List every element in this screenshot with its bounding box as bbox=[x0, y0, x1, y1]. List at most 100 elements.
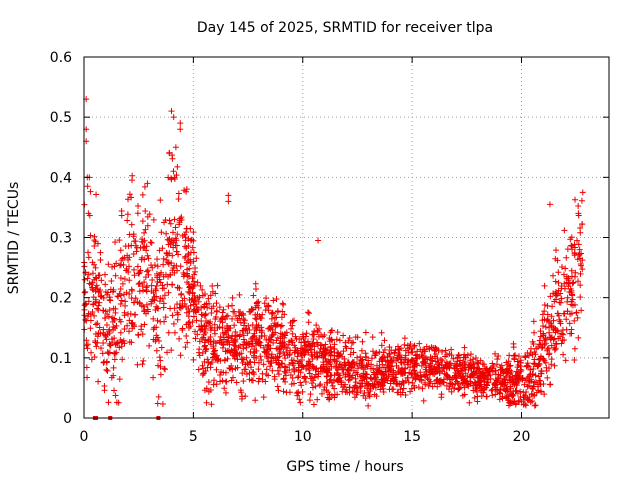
data-point bbox=[211, 351, 218, 358]
data-point bbox=[309, 356, 316, 363]
data-point bbox=[191, 271, 198, 278]
data-point bbox=[281, 352, 288, 359]
data-point bbox=[104, 367, 111, 374]
data-point bbox=[196, 346, 203, 353]
data-point bbox=[240, 378, 247, 385]
data-point bbox=[151, 262, 158, 269]
data-point bbox=[397, 356, 404, 363]
data-point bbox=[162, 314, 169, 321]
data-point bbox=[542, 324, 549, 331]
data-point bbox=[167, 305, 174, 312]
data-point bbox=[509, 373, 516, 380]
data-point bbox=[273, 314, 280, 321]
data-point bbox=[201, 323, 208, 330]
data-point bbox=[528, 345, 535, 352]
data-point bbox=[141, 229, 148, 236]
data-point bbox=[117, 318, 124, 325]
data-point bbox=[333, 336, 340, 343]
data-point bbox=[183, 332, 190, 339]
data-point bbox=[275, 360, 282, 367]
data-point bbox=[224, 312, 231, 319]
data-point bbox=[165, 289, 172, 296]
data-point bbox=[459, 367, 466, 374]
data-point bbox=[180, 273, 187, 280]
data-point bbox=[231, 342, 238, 349]
data-point bbox=[324, 379, 331, 386]
data-point bbox=[219, 309, 226, 316]
data-point bbox=[250, 292, 257, 299]
data-point bbox=[431, 380, 438, 387]
data-point bbox=[181, 255, 188, 262]
data-point bbox=[480, 372, 487, 379]
data-point bbox=[222, 316, 229, 323]
data-point bbox=[235, 344, 242, 351]
data-point bbox=[175, 195, 182, 202]
data-point bbox=[81, 276, 88, 283]
data-point bbox=[141, 321, 148, 328]
data-point bbox=[166, 235, 173, 242]
data-point bbox=[162, 366, 169, 373]
data-point bbox=[503, 359, 510, 366]
data-point bbox=[221, 385, 228, 392]
data-point bbox=[494, 386, 501, 393]
data-point bbox=[577, 270, 584, 277]
data-point bbox=[309, 342, 316, 349]
data-point bbox=[554, 291, 561, 298]
data-point bbox=[546, 329, 553, 336]
data-point bbox=[556, 299, 563, 306]
data-point bbox=[545, 351, 552, 358]
data-point bbox=[159, 245, 166, 252]
data-point bbox=[504, 386, 511, 393]
data-point bbox=[253, 355, 260, 362]
data-point bbox=[445, 386, 452, 393]
data-point bbox=[274, 354, 281, 361]
data-point bbox=[85, 210, 92, 217]
data-point bbox=[204, 356, 211, 363]
data-point bbox=[240, 336, 247, 343]
data-point bbox=[117, 285, 124, 292]
data-point bbox=[521, 394, 528, 401]
data-point bbox=[344, 367, 351, 374]
data-point bbox=[251, 330, 258, 337]
data-point bbox=[126, 328, 133, 335]
data-point bbox=[237, 331, 244, 338]
data-point bbox=[142, 207, 149, 214]
data-point bbox=[575, 251, 582, 258]
data-point bbox=[105, 328, 112, 335]
data-point bbox=[132, 238, 139, 245]
data-point bbox=[154, 263, 161, 270]
data-point bbox=[125, 196, 132, 203]
data-point bbox=[115, 293, 122, 300]
data-point bbox=[394, 355, 401, 362]
data-point bbox=[128, 295, 135, 302]
data-point bbox=[134, 210, 141, 217]
data-point bbox=[370, 365, 377, 372]
data-point bbox=[154, 256, 161, 263]
data-point bbox=[552, 327, 559, 334]
data-point bbox=[165, 329, 172, 336]
data-point bbox=[295, 373, 302, 380]
data-point bbox=[373, 393, 380, 400]
data-point bbox=[565, 283, 572, 290]
data-point bbox=[363, 353, 370, 360]
data-point bbox=[297, 399, 304, 406]
data-point bbox=[336, 362, 343, 369]
data-point bbox=[201, 339, 208, 346]
data-point bbox=[428, 344, 435, 351]
data-point bbox=[277, 330, 284, 337]
data-point bbox=[541, 308, 548, 315]
data-point bbox=[442, 347, 449, 354]
data-point bbox=[434, 376, 441, 383]
data-point bbox=[85, 298, 92, 305]
data-point bbox=[337, 351, 344, 358]
data-point bbox=[94, 240, 101, 247]
data-point bbox=[230, 308, 237, 315]
data-point bbox=[526, 371, 533, 378]
data-point bbox=[96, 272, 103, 279]
data-point bbox=[523, 389, 530, 396]
data-point bbox=[387, 362, 394, 369]
data-point bbox=[104, 349, 111, 356]
data-point bbox=[429, 383, 436, 390]
data-point bbox=[514, 364, 521, 371]
data-point bbox=[546, 318, 553, 325]
